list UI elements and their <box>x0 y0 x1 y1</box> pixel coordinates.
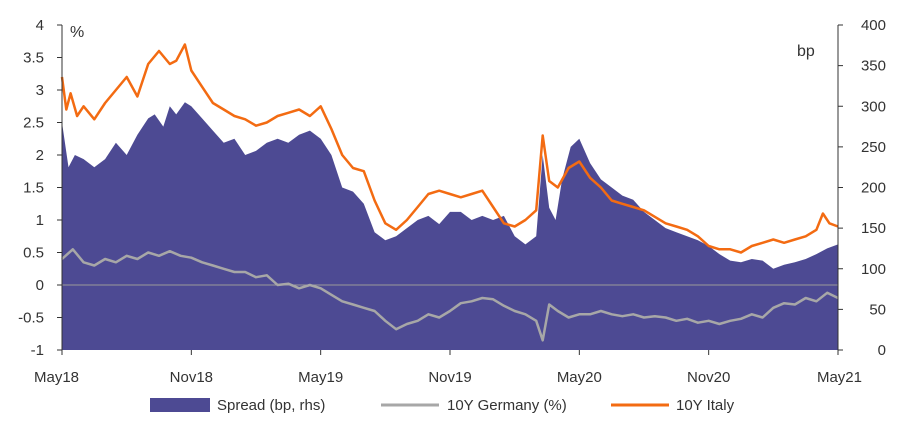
x-axis: May18 Nov18 May19 Nov19 May20 Nov20 May21 <box>34 350 862 386</box>
left-tick-label: 3 <box>36 82 44 99</box>
left-tick-label: 3.5 <box>23 50 44 67</box>
left-tick-label: -1 <box>31 342 44 359</box>
x-tick-label: Nov19 <box>428 369 471 386</box>
left-tick-label: 0.5 <box>23 245 44 262</box>
right-tick-label: 250 <box>861 139 886 156</box>
germany-10y-line <box>61 248 839 342</box>
legend: Spread (bp, rhs) 10Y Germany (%) 10Y Italy <box>150 397 735 414</box>
x-tick-label: May18 <box>34 369 79 386</box>
legend-label: Spread (bp, rhs) <box>217 397 325 414</box>
left-unit-label: % <box>70 24 84 41</box>
right-tick-label: 200 <box>861 180 886 197</box>
x-tick-label: Nov20 <box>687 369 730 386</box>
germany-line-layer <box>61 248 839 342</box>
left-tick-label: 2.5 <box>23 115 44 132</box>
right-axis: 0 50 100 150 200 250 300 350 400 <box>837 17 886 359</box>
left-tick-label: 1 <box>36 212 44 229</box>
right-tick-label: 100 <box>861 261 886 278</box>
spread-area <box>62 102 838 350</box>
x-tick-label: May21 <box>817 369 862 386</box>
spread-area-layer <box>62 102 838 350</box>
left-tick-label: 1.5 <box>23 180 44 197</box>
x-tick-label: May20 <box>557 369 602 386</box>
italy-line-layer <box>60 43 839 254</box>
left-tick-label: 2 <box>36 147 44 164</box>
left-tick-label: 0 <box>36 277 44 294</box>
legend-label: 10Y Italy <box>676 397 735 414</box>
left-axis: -1 -0.5 0 0.5 1 1.5 2 2.5 3 3.5 4 <box>18 17 63 359</box>
right-tick-label: 0 <box>878 342 886 359</box>
left-tick-label: 4 <box>36 17 44 34</box>
left-tick-label: -0.5 <box>18 310 44 327</box>
x-tick-label: May19 <box>298 369 343 386</box>
right-unit-label: bp <box>797 43 815 60</box>
right-tick-label: 150 <box>861 220 886 237</box>
right-tick-label: 50 <box>869 301 886 318</box>
right-tick-label: 350 <box>861 58 886 75</box>
right-tick-label: 400 <box>861 17 886 34</box>
right-tick-label: 300 <box>861 98 886 115</box>
italy-10y-line <box>60 43 839 254</box>
x-tick-label: Nov18 <box>170 369 213 386</box>
legend-marker-spread <box>150 398 210 412</box>
legend-label: 10Y Germany (%) <box>447 397 567 414</box>
